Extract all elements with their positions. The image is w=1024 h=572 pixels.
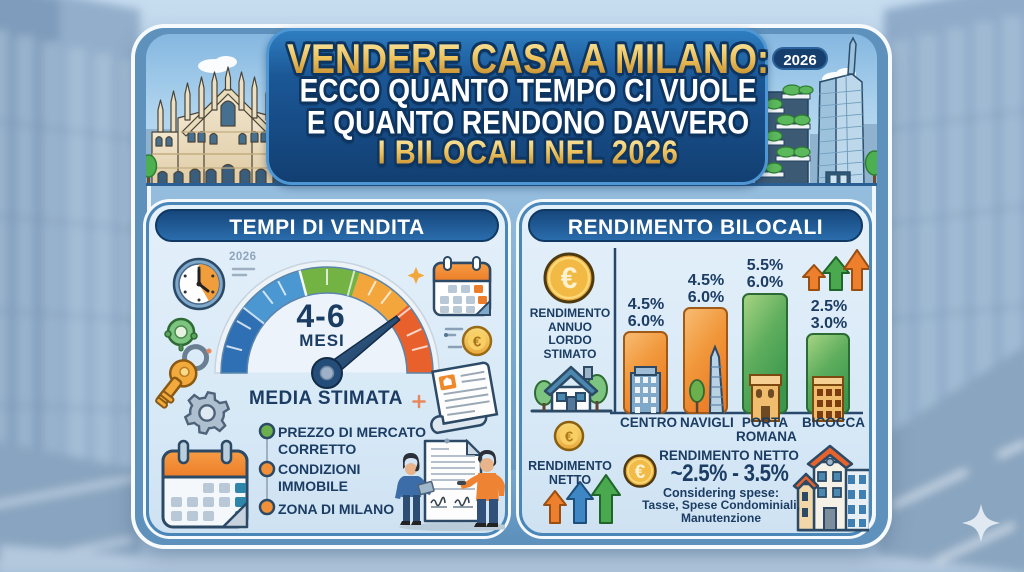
svg-text:€: € xyxy=(565,429,574,446)
svg-text:€: € xyxy=(561,262,578,295)
svg-text:€: € xyxy=(473,334,482,351)
svg-text:€: € xyxy=(635,462,646,483)
